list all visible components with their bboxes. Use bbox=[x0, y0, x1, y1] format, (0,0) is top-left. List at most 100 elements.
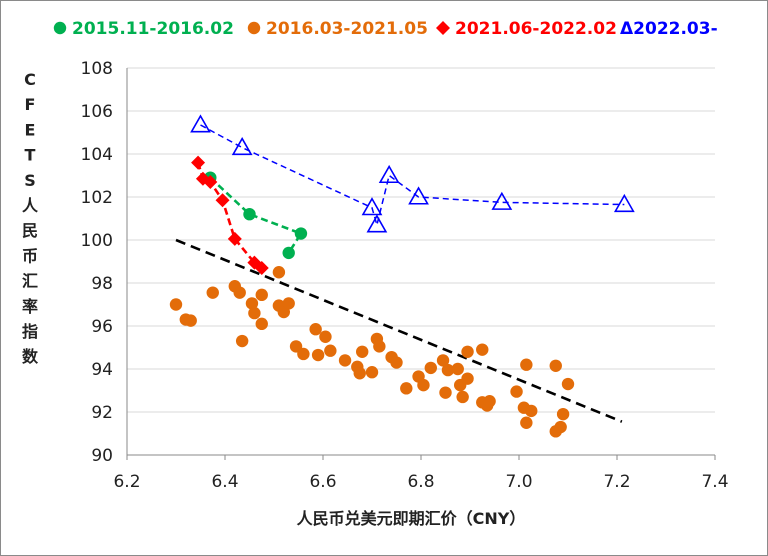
legend-label: 2015.11-2016.02 bbox=[72, 19, 234, 39]
data-point bbox=[456, 390, 469, 404]
y-axis-title-char: 民 bbox=[22, 221, 38, 240]
y-tick-label: 90 bbox=[91, 446, 113, 466]
data-point bbox=[254, 260, 269, 275]
y-tick-label: 102 bbox=[81, 188, 113, 208]
x-tick-label: 7.0 bbox=[505, 472, 532, 492]
data-point bbox=[206, 286, 219, 299]
legend-label: Δ2022.03- bbox=[620, 19, 718, 39]
data-point bbox=[184, 314, 197, 327]
y-tick-label: 94 bbox=[91, 360, 113, 380]
x-tick-label: 6.8 bbox=[407, 472, 434, 492]
data-point bbox=[400, 382, 413, 395]
y-axis-title-char: E bbox=[25, 120, 36, 139]
y-axis-title-char: F bbox=[25, 95, 36, 114]
data-point bbox=[169, 298, 183, 311]
data-point bbox=[424, 361, 437, 375]
legend-label: 2021.06-2022.02 bbox=[455, 19, 617, 39]
x-tick-label: 7.4 bbox=[701, 472, 728, 492]
data-point bbox=[309, 323, 322, 336]
data-point bbox=[476, 343, 489, 356]
data-point bbox=[282, 246, 295, 260]
data-point bbox=[227, 231, 242, 246]
data-point bbox=[461, 345, 474, 358]
y-tick-label: 104 bbox=[81, 145, 113, 165]
y-axis-title-char: 币 bbox=[22, 246, 38, 265]
data-point bbox=[294, 227, 308, 240]
data-point bbox=[272, 266, 286, 279]
y-axis-title-char: T bbox=[25, 146, 36, 165]
y-axis-title-char: 人 bbox=[22, 196, 39, 215]
legend-marker bbox=[247, 21, 261, 35]
data-point bbox=[245, 297, 259, 310]
data-point bbox=[390, 356, 403, 369]
tick-labels: 90 92 94 96 98 100 102 104 106 108 6.2 6.4 6.6 6.8 7.0… bbox=[81, 59, 729, 492]
legend-label: 2016.03-2021.05 bbox=[266, 19, 428, 39]
y-axis-title-char: S bbox=[24, 171, 36, 190]
x-tick-label: 7.2 bbox=[603, 472, 630, 492]
data-point bbox=[378, 164, 400, 184]
data-point bbox=[554, 420, 567, 434]
x-tick-label: 6.4 bbox=[211, 472, 238, 492]
data-point bbox=[235, 334, 249, 348]
data-point bbox=[441, 363, 455, 377]
data-point bbox=[311, 348, 325, 362]
y-axis-title-char: 指 bbox=[22, 322, 38, 341]
data-point bbox=[461, 372, 474, 385]
data-point bbox=[520, 416, 533, 429]
data-point bbox=[248, 306, 261, 320]
data-point bbox=[203, 174, 218, 189]
data-point bbox=[255, 317, 268, 331]
data-point bbox=[215, 193, 230, 208]
y-tick-label: 100 bbox=[81, 231, 113, 251]
plot-background bbox=[127, 68, 715, 455]
data-point bbox=[231, 136, 253, 156]
data-point bbox=[297, 347, 310, 361]
trend-line bbox=[175, 238, 623, 423]
data-point bbox=[365, 366, 379, 379]
series-3 bbox=[191, 155, 269, 275]
data-point bbox=[520, 358, 533, 371]
y-tick-label: 92 bbox=[91, 403, 113, 423]
legend-marker bbox=[436, 21, 450, 35]
y-axis-title-char: 数 bbox=[22, 347, 39, 366]
plot-area: 90 92 94 96 98 100 102 104 106 108 6.2 6.4 6.6 6.8 7.0… bbox=[81, 59, 729, 492]
data-point bbox=[233, 286, 246, 299]
data-point bbox=[417, 378, 430, 392]
data-point bbox=[483, 395, 496, 408]
data-point bbox=[366, 214, 388, 233]
legend-marker bbox=[53, 21, 67, 35]
series-4-line bbox=[200, 124, 625, 228]
series-1-line bbox=[209, 176, 303, 254]
data-point bbox=[613, 193, 635, 213]
data-point bbox=[282, 297, 295, 310]
y-tick-label: 96 bbox=[91, 317, 113, 337]
data-point bbox=[556, 407, 570, 421]
y-axis-title-char: 汇 bbox=[22, 272, 38, 291]
legend: 2015.11-2016.02 2016.03-2021.05 2021.06-20… bbox=[53, 19, 718, 39]
data-point bbox=[436, 354, 450, 367]
data-point bbox=[319, 330, 332, 343]
series-4 bbox=[190, 114, 635, 233]
data-point bbox=[243, 208, 256, 221]
series-layer bbox=[169, 114, 635, 438]
data-point bbox=[356, 345, 369, 358]
series-2 bbox=[169, 266, 575, 438]
data-point bbox=[510, 385, 523, 398]
data-point bbox=[439, 386, 452, 399]
x-tick-label: 6.6 bbox=[309, 472, 336, 492]
y-axis-title-char: C bbox=[24, 70, 36, 89]
data-point bbox=[373, 340, 386, 353]
axes bbox=[126, 68, 716, 460]
data-point bbox=[338, 354, 352, 367]
y-tick-label: 106 bbox=[81, 102, 113, 122]
data-point bbox=[549, 359, 562, 372]
y-axis-title-char: 率 bbox=[22, 297, 38, 316]
data-point bbox=[255, 288, 268, 302]
data-point bbox=[408, 186, 429, 205]
x-axis-title: 人民币兑美元即期汇价（CNY） bbox=[297, 509, 526, 528]
y-tick-label: 108 bbox=[81, 59, 113, 79]
data-point bbox=[353, 367, 366, 380]
data-point bbox=[451, 362, 464, 376]
